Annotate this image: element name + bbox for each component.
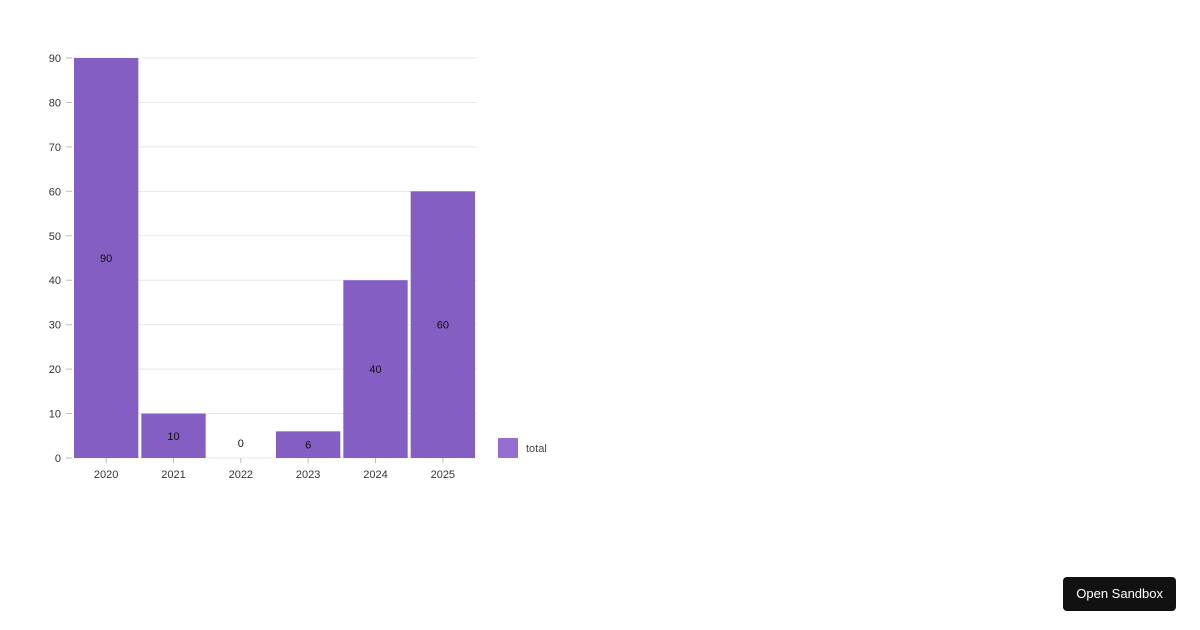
y-tick-label: 20 <box>49 364 61 376</box>
bar-value-label: 10 <box>167 431 179 443</box>
bar-value-label: 0 <box>238 438 244 450</box>
y-tick-label: 50 <box>49 231 61 243</box>
x-tick-label: 2022 <box>229 469 253 481</box>
y-tick-label: 30 <box>49 320 61 332</box>
bar-2023 <box>276 431 341 458</box>
bar-value-label: 6 <box>305 440 311 452</box>
bar-value-label: 40 <box>369 364 381 376</box>
bar-2021 <box>141 413 206 458</box>
x-tick-label: 2020 <box>94 469 118 481</box>
bar-2020 <box>74 58 139 458</box>
grid-lines <box>73 57 477 459</box>
y-tick-label: 80 <box>49 97 61 109</box>
bar-2024 <box>343 280 408 458</box>
bar-value-label: 60 <box>437 320 449 332</box>
y-tick-label: 40 <box>49 275 61 287</box>
legend-swatch <box>498 438 518 458</box>
y-tick-label: 10 <box>49 409 61 421</box>
x-tick-label: 2021 <box>161 469 185 481</box>
x-tick-label: 2025 <box>431 469 455 481</box>
x-tick-label: 2024 <box>363 469 387 481</box>
bar-2025 <box>410 191 475 459</box>
bar-value-label: 90 <box>100 253 112 265</box>
legend: total <box>498 438 547 458</box>
y-tick-label: 60 <box>49 186 61 198</box>
y-tick-label: 0 <box>55 453 61 465</box>
y-tick-label: 70 <box>49 142 61 154</box>
x-tick-label: 2023 <box>296 469 320 481</box>
bar-labels: 90 10 0 6 40 60 <box>100 253 449 452</box>
open-sandbox-button[interactable]: Open Sandbox <box>1063 577 1176 611</box>
x-axis: 2020 2021 2022 2023 2024 2025 <box>94 458 455 481</box>
bars <box>74 58 475 459</box>
y-axis: 0 10 20 30 40 50 60 70 80 90 <box>49 53 72 465</box>
legend-label: total <box>526 443 547 455</box>
y-tick-label: 90 <box>49 53 61 65</box>
